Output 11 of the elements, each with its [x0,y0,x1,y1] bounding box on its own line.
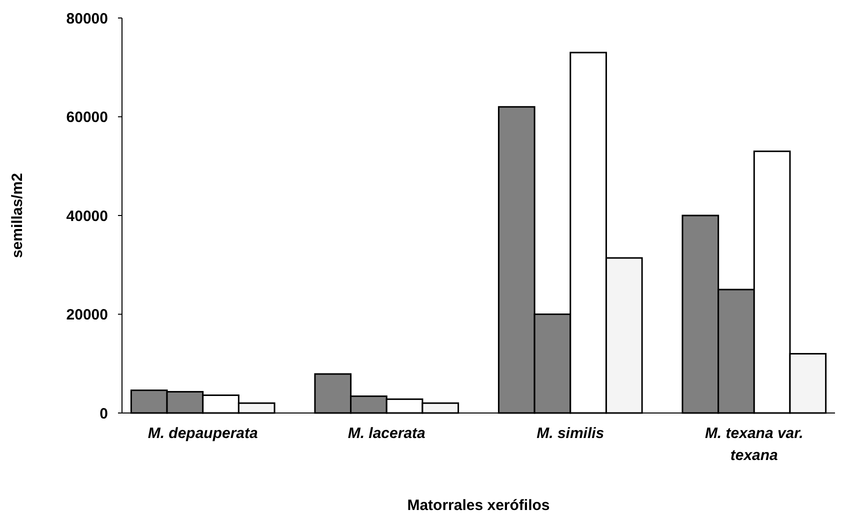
x-axis-title: Matorrales xerófilos [407,497,550,514]
x-tick-label: M. texana var. texana [704,425,804,464]
x-tick-label: M. lacerata [348,425,426,442]
x-tick-label: M. depauperata [148,425,258,442]
y-tick-label: 80000 [66,10,108,28]
y-tick-label: 20000 [66,306,108,324]
y-tick-label: 40000 [66,208,108,225]
x-tick-label: M. similis [536,425,604,442]
y-tick-label: 60000 [66,109,108,126]
y-tick-label: 0 [100,405,108,422]
y-axis-title: semillas/m2 [9,172,26,258]
